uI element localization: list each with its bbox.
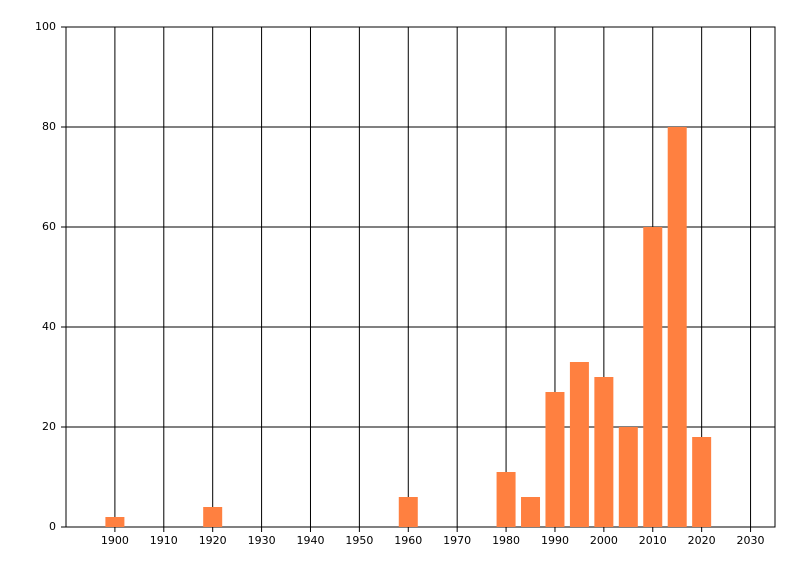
bar [618, 427, 638, 527]
x-tick-label: 1940 [296, 534, 324, 547]
x-tick-label: 1960 [394, 534, 422, 547]
bar [692, 437, 712, 527]
x-tick-label: 1900 [101, 534, 129, 547]
bar [203, 507, 223, 527]
y-tick-label: 40 [42, 320, 56, 333]
y-tick-label: 0 [49, 520, 56, 533]
bar [521, 497, 541, 527]
x-tick-label: 1980 [492, 534, 520, 547]
x-tick-label: 1910 [150, 534, 178, 547]
y-tick-label: 20 [42, 420, 56, 433]
x-tick-label: 1970 [443, 534, 471, 547]
x-tick-label: 2000 [590, 534, 618, 547]
x-tick-label: 1950 [345, 534, 373, 547]
x-tick-label: 1930 [248, 534, 276, 547]
bar [667, 127, 687, 527]
bar [594, 377, 614, 527]
bar [496, 472, 516, 527]
y-tick-label: 80 [42, 120, 56, 133]
bar [398, 497, 418, 527]
x-tick-label: 2010 [639, 534, 667, 547]
x-tick-label: 2020 [688, 534, 716, 547]
x-tick-label: 1990 [541, 534, 569, 547]
bar [569, 362, 589, 527]
y-tick-label: 100 [35, 20, 56, 33]
x-tick-label: 1920 [199, 534, 227, 547]
bar [105, 517, 125, 527]
bar [545, 392, 565, 527]
bar [643, 227, 663, 527]
y-tick-label: 60 [42, 220, 56, 233]
x-tick-label: 2030 [737, 534, 765, 547]
